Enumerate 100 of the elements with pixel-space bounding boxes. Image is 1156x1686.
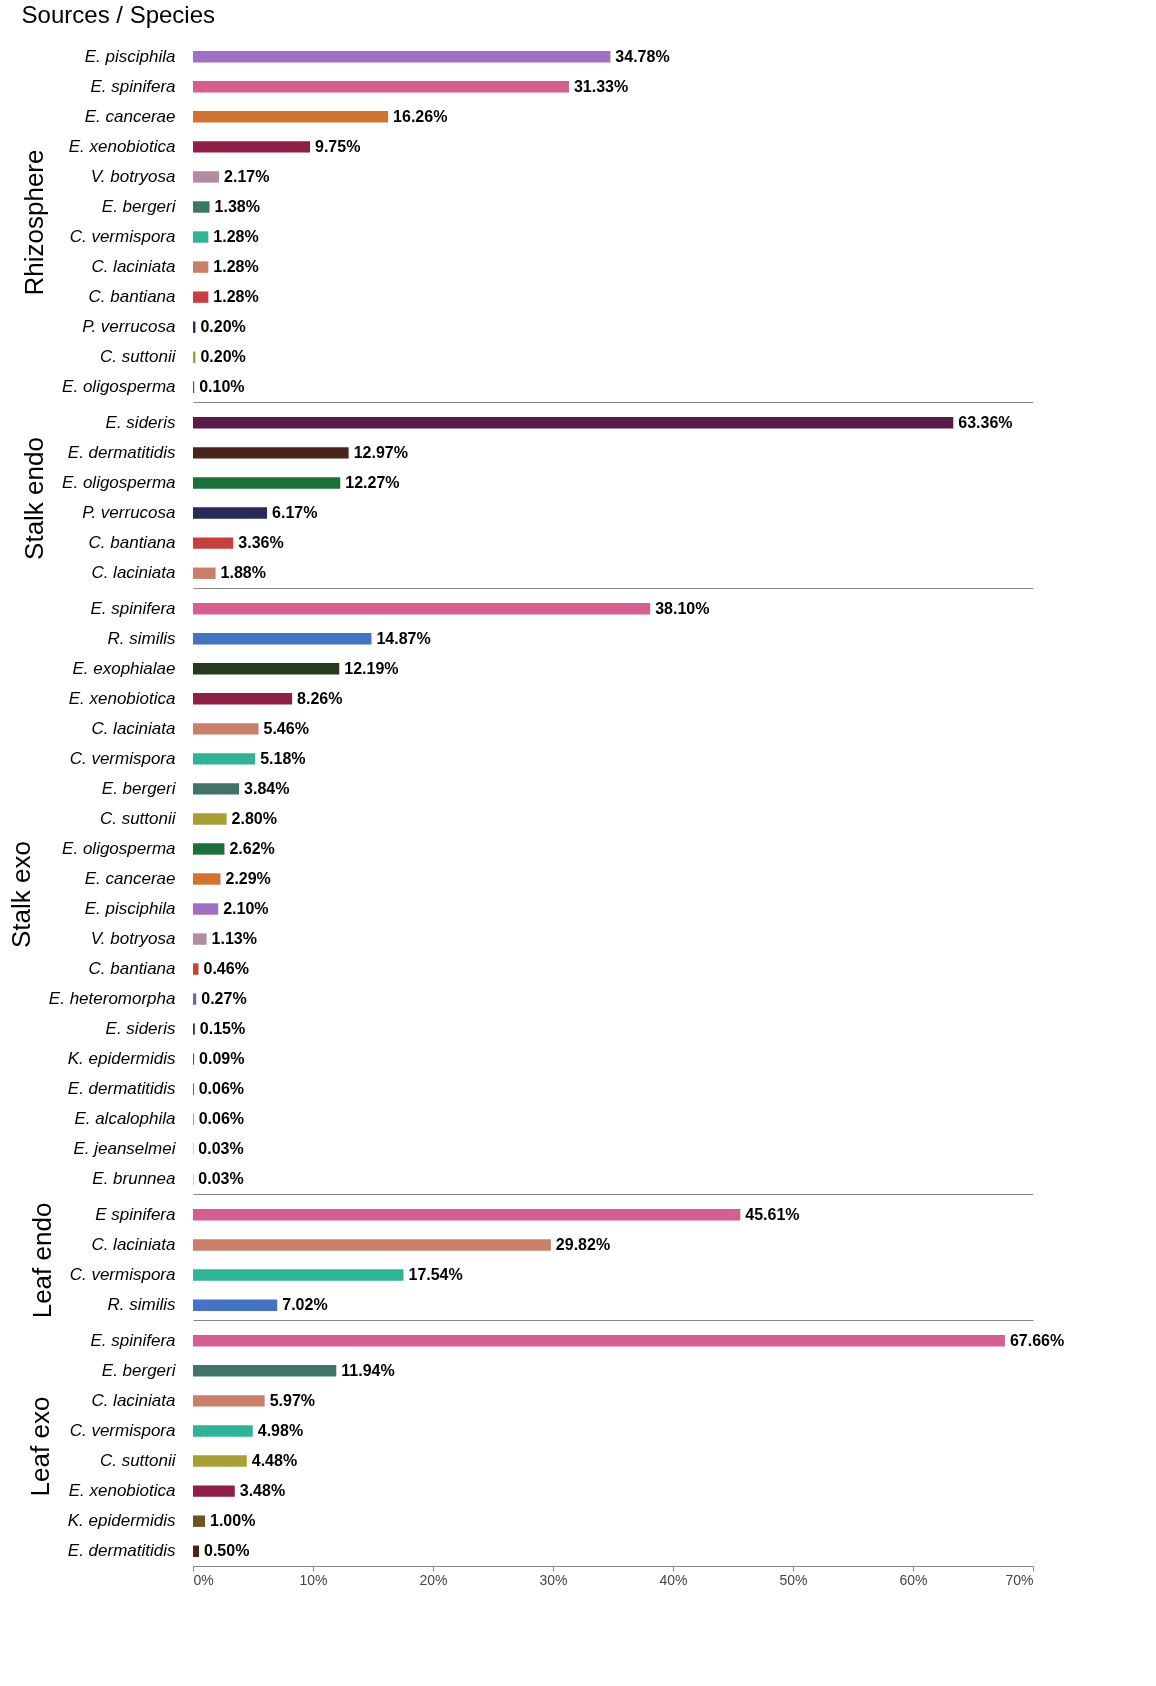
- bar: [193, 963, 199, 975]
- data-label: 2.17%: [224, 167, 270, 185]
- x-tick-label: 30%: [539, 1571, 568, 1588]
- y-tick-label: R. similis: [107, 1295, 176, 1315]
- data-label: 34.78%: [615, 47, 670, 65]
- data-label: 1.88%: [220, 564, 266, 582]
- y-tick-label: E. alcalophila: [74, 1109, 176, 1129]
- y-tick-label: E. dermatitidis: [67, 442, 176, 462]
- y-tick-label: E. spinifera: [90, 76, 176, 96]
- data-label: 1.38%: [214, 197, 260, 215]
- data-label: 0.09%: [199, 1050, 245, 1068]
- data-label: 2.80%: [231, 809, 277, 827]
- y-tick-label: C. suttonii: [99, 1451, 177, 1471]
- y-tick-label: E. bergeri: [101, 196, 177, 216]
- data-label: 1.28%: [213, 288, 259, 306]
- data-label: 11.94%: [341, 1361, 395, 1379]
- y-tick-label: R. similis: [107, 628, 176, 648]
- data-label: 63.36%: [958, 413, 1013, 431]
- data-label: 17.54%: [408, 1266, 463, 1284]
- y-tick-label: C. laciniata: [91, 718, 176, 738]
- y-tick-label: E. oligosperma: [62, 472, 176, 492]
- bar: [193, 1209, 741, 1221]
- data-label: 4.98%: [257, 1421, 304, 1439]
- data-label: 8.26%: [297, 689, 343, 707]
- y-axis-title: Leaf exo: [24, 1396, 55, 1497]
- x-tick-label: 20%: [419, 1571, 448, 1588]
- bar: [193, 843, 225, 855]
- data-label: 0.03%: [198, 1140, 244, 1158]
- data-label: 67.66%: [1009, 1331, 1065, 1349]
- y-tick-label: V. botryosa: [90, 929, 176, 949]
- bar: [193, 447, 349, 459]
- data-label: 14.87%: [376, 629, 431, 647]
- data-label: 2.29%: [225, 869, 271, 887]
- y-tick-label: C. vermispora: [69, 1265, 176, 1285]
- bar: [193, 663, 340, 675]
- data-label: 0.50%: [204, 1542, 250, 1560]
- data-label: 3.84%: [244, 779, 290, 797]
- data-label: 38.10%: [655, 599, 710, 617]
- bar: [193, 567, 216, 579]
- bar: [193, 537, 234, 549]
- y-axis-title: Leaf endo: [26, 1202, 57, 1319]
- bar: [193, 1269, 404, 1281]
- bar: [193, 873, 221, 885]
- bar: [193, 111, 389, 123]
- y-tick-label: C. laciniata: [91, 563, 176, 583]
- bar: [193, 81, 569, 93]
- bar: [193, 291, 209, 303]
- data-label: 0.20%: [200, 348, 246, 366]
- bar: [193, 933, 207, 945]
- y-tick-label: E. cancerae: [84, 106, 176, 126]
- data-label: 4.48%: [251, 1452, 298, 1470]
- bar: [193, 477, 341, 489]
- x-tick-label: 0%: [193, 1571, 214, 1588]
- y-tick-label: C. laciniata: [91, 1390, 176, 1410]
- x-tick-label: 40%: [659, 1571, 688, 1588]
- y-tick-label: V. botryosa: [90, 166, 176, 186]
- x-tick-label: 10%: [299, 1571, 328, 1588]
- y-axis-title: Stalk exo: [5, 841, 36, 948]
- y-tick-label: E. bergeri: [101, 1360, 177, 1380]
- x-tick-label: 50%: [779, 1571, 808, 1588]
- bar: [193, 261, 209, 273]
- data-label: 7.02%: [282, 1296, 328, 1314]
- y-tick-label: E. dermatitidis: [67, 1541, 176, 1561]
- y-tick-label: E. brunnea: [92, 1169, 176, 1189]
- bar: [193, 507, 268, 519]
- bar: [193, 603, 651, 615]
- y-tick-label: C. bantiana: [88, 959, 176, 979]
- y-tick-label: E. sideris: [105, 1019, 176, 1039]
- y-tick-label: C. suttonii: [99, 347, 177, 367]
- bar: [193, 753, 256, 765]
- bar: [193, 231, 209, 243]
- bar: [193, 783, 240, 795]
- y-axis-title: Stalk endo: [19, 437, 50, 560]
- y-tick-label: E. spinifera: [90, 1330, 176, 1350]
- y-tick-label: E. heteromorpha: [48, 989, 176, 1009]
- y-tick-label: C. vermispora: [69, 748, 176, 768]
- data-label: 5.46%: [263, 719, 309, 737]
- data-label: 3.48%: [239, 1482, 286, 1500]
- chart-title: Sources / Species: [21, 1, 216, 28]
- y-tick-label: E. pisciphila: [84, 899, 176, 919]
- data-label: 5.97%: [269, 1391, 316, 1409]
- bar: [193, 1239, 551, 1251]
- y-tick-label: C. vermispora: [69, 1420, 176, 1440]
- bar: [193, 171, 220, 183]
- bar: [193, 723, 259, 735]
- data-label: 0.06%: [198, 1080, 245, 1098]
- y-tick-label: P. verrucosa: [82, 317, 176, 337]
- y-tick-label: E. xenobiotica: [68, 136, 176, 156]
- y-tick-label: E. spinifera: [90, 598, 176, 618]
- data-label: 31.33%: [573, 77, 629, 95]
- y-tick-label: E. xenobiotica: [68, 1481, 176, 1501]
- bar: [193, 903, 219, 915]
- data-label: 6.17%: [272, 504, 318, 522]
- y-tick-label: E. pisciphila: [84, 46, 176, 66]
- x-tick-label: 70%: [1005, 1571, 1034, 1588]
- data-label: 0.15%: [199, 1020, 246, 1038]
- data-label: 2.62%: [229, 839, 275, 857]
- y-tick-label: C. laciniata: [91, 1234, 176, 1254]
- x-tick-label: 60%: [899, 1571, 928, 1588]
- data-label: 9.75%: [315, 137, 361, 155]
